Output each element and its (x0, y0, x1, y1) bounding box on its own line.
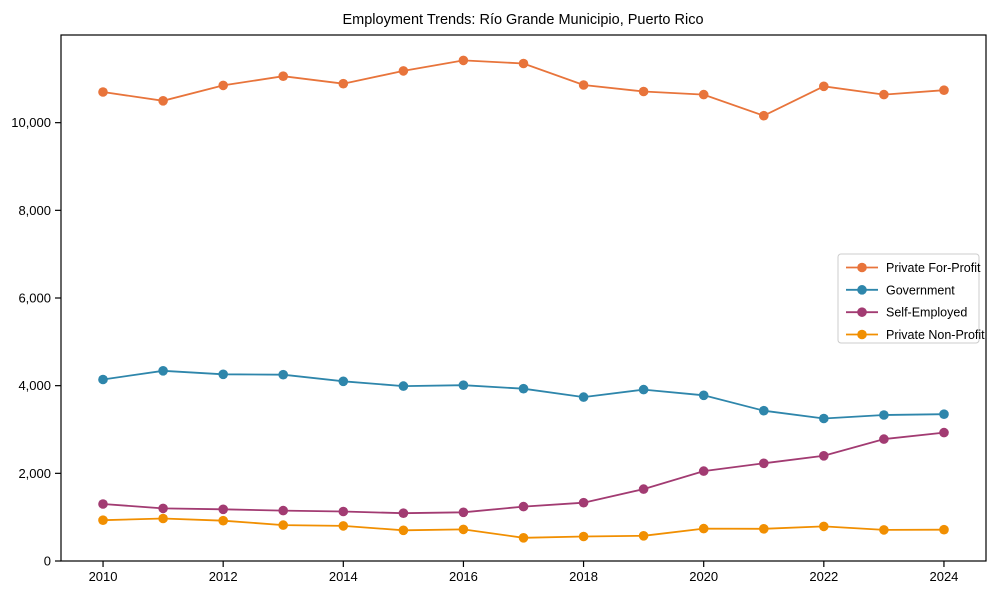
legend-marker-icon (857, 285, 867, 295)
legend-box (837, 253, 980, 344)
data-point-marker (158, 96, 168, 106)
data-point-marker (98, 374, 108, 385)
data-point-marker (218, 504, 228, 515)
series-line-government (102, 369, 945, 420)
data-point-marker (518, 383, 529, 394)
x-tick-label: 2018 (569, 569, 598, 584)
data-point-marker (398, 508, 409, 518)
data-point-marker (638, 484, 649, 494)
data-point-marker (518, 501, 529, 512)
data-point-marker (698, 89, 709, 100)
x-tick-label: 2024 (929, 569, 958, 584)
data-point-marker (158, 366, 168, 376)
data-point-marker (458, 507, 469, 518)
chart-title: Employment Trends: Río Grande Municipio,… (342, 12, 703, 28)
data-point-marker (638, 86, 649, 97)
data-point-marker (638, 531, 649, 541)
data-point-marker (458, 55, 469, 66)
data-point-marker (218, 515, 228, 526)
x-tick-label: 2022 (809, 569, 838, 584)
x-tick-label: 2016 (449, 569, 478, 584)
data-point-marker (398, 381, 409, 391)
data-point-marker (939, 427, 949, 438)
data-point-marker (158, 503, 168, 514)
data-point-marker (879, 525, 889, 535)
data-point-marker (578, 531, 589, 542)
x-tick-label: 2010 (89, 569, 118, 584)
y-tick-label: 8,000 (18, 203, 51, 218)
data-point-marker (518, 533, 529, 543)
data-point-marker (458, 524, 469, 535)
data-point-marker (879, 410, 889, 420)
data-point-marker (218, 369, 228, 380)
data-point-marker (759, 458, 769, 469)
legend: Private For-Profit Government Self-Employe… (837, 253, 985, 344)
data-point-marker (819, 451, 829, 461)
legend-label: Private For-Profit (886, 261, 981, 275)
data-point-marker (398, 66, 409, 76)
data-point-marker (338, 376, 349, 387)
data-point-marker (819, 81, 829, 92)
data-point-marker (698, 466, 709, 476)
data-point-marker (578, 80, 589, 90)
data-point-marker (698, 390, 709, 401)
data-point-marker (638, 384, 649, 395)
data-point-marker (278, 369, 289, 380)
data-point-marker (939, 409, 949, 420)
data-point-marker (278, 520, 289, 530)
data-point-marker (98, 499, 108, 509)
data-point-marker (218, 80, 228, 91)
series-line-private-for-profit (102, 59, 945, 117)
data-point-marker (458, 380, 469, 391)
data-point-marker (338, 78, 349, 89)
data-point-marker (278, 505, 289, 516)
data-point-marker (879, 434, 889, 444)
data-point-marker (819, 413, 829, 424)
data-point-marker (278, 71, 289, 81)
y-tick-label: 4,000 (18, 378, 51, 393)
data-point-marker (879, 89, 889, 100)
y-tick-label: 6,000 (18, 291, 51, 306)
data-point-marker (578, 392, 589, 402)
data-point-marker (98, 515, 108, 525)
legend-label: Government (886, 283, 955, 297)
series-line-self-employed (102, 431, 945, 515)
data-point-marker (98, 87, 108, 97)
data-point-marker (819, 521, 829, 532)
data-point-marker (698, 523, 709, 534)
series-lines (98, 55, 949, 543)
y-tick-label: 0 (44, 554, 51, 569)
x-tick-label: 2020 (689, 569, 718, 584)
x-tick-label: 2014 (329, 569, 358, 584)
data-point-marker (759, 524, 769, 534)
data-point-marker (939, 524, 949, 535)
y-tick-label: 10,000 (11, 115, 51, 130)
data-point-marker (518, 58, 529, 69)
legend-label: Self-Employed (886, 306, 967, 320)
legend-marker-icon (857, 307, 867, 317)
data-point-marker (158, 513, 168, 524)
x-tick-label: 2012 (209, 569, 238, 584)
y-tick-label: 2,000 (18, 466, 51, 481)
data-point-marker (578, 497, 589, 508)
legend-marker-icon (857, 262, 867, 273)
plot-area-border (60, 34, 987, 562)
legend-marker-icon (857, 329, 867, 340)
data-point-marker (939, 85, 949, 95)
data-point-marker (338, 506, 349, 517)
data-point-marker (759, 110, 769, 121)
axis-ticks: 0 2,000 4,000 6,000 8,000 10,000 2010 2012 2014 2… (11, 115, 958, 584)
data-point-marker (759, 405, 769, 416)
legend-label: Private Non-Profit (886, 328, 985, 342)
data-point-marker (338, 521, 349, 531)
data-point-marker (398, 525, 409, 536)
